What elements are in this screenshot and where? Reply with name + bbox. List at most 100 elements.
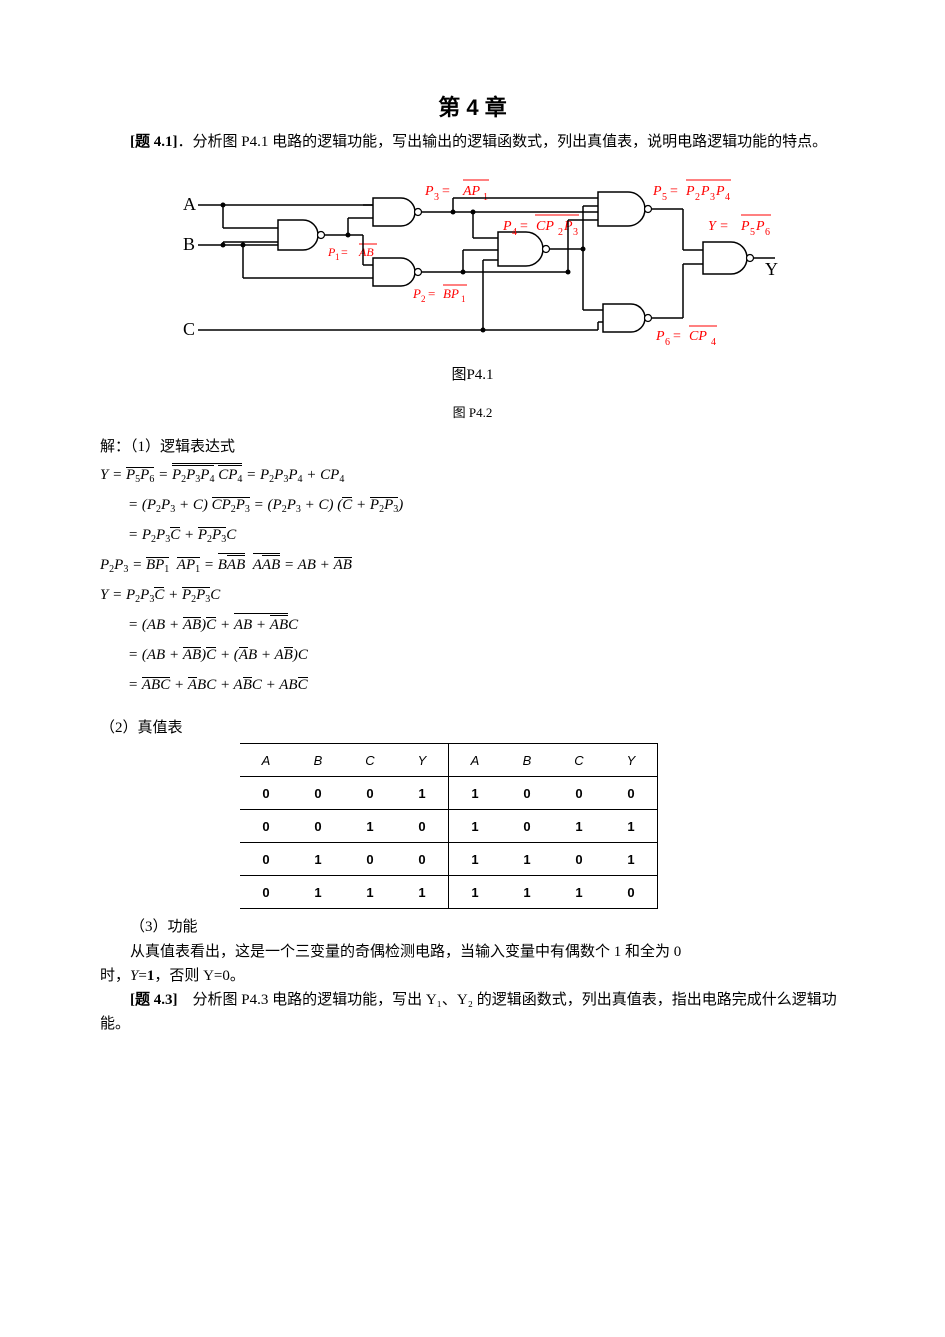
- problem-4-1-text: ．分析图 P4.1 电路的逻辑功能，写出输出的逻辑函数式，列出真值表，说明电路逻…: [178, 134, 828, 150]
- svg-text:B: B: [183, 234, 195, 254]
- svg-text:1: 1: [461, 294, 466, 304]
- svg-text:AB: AB: [358, 245, 374, 259]
- cell: 0: [501, 810, 553, 843]
- svg-text:3: 3: [573, 227, 578, 238]
- svg-text:6: 6: [765, 227, 770, 238]
- svg-text:P: P: [424, 184, 434, 199]
- svg-text:=: =: [673, 329, 681, 344]
- truth-header-row: A B C Y A B C Y: [240, 744, 658, 777]
- cell: 1: [553, 810, 605, 843]
- cell: 0: [292, 777, 344, 810]
- cell: 0: [240, 810, 292, 843]
- cell: 1: [344, 876, 396, 909]
- svg-text:2: 2: [558, 227, 563, 238]
- svg-text:Y: Y: [765, 259, 778, 279]
- svg-text:2: 2: [421, 294, 426, 304]
- table-row: 0 0 0 1 1 0 0 0: [240, 777, 658, 810]
- th-B2: B: [501, 744, 553, 777]
- figure-p4-1: A B C A B C: [100, 160, 845, 384]
- cell: 1: [553, 876, 605, 909]
- cell: 0: [605, 777, 658, 810]
- svg-text:6: 6: [665, 337, 670, 348]
- cell: 0: [553, 777, 605, 810]
- cell: 0: [292, 810, 344, 843]
- cell: 0: [240, 777, 292, 810]
- svg-text:C: C: [183, 319, 195, 339]
- th-Y2: Y: [605, 744, 658, 777]
- eqn-line-8: = ABC + ABC + ABC + ABC: [100, 670, 845, 700]
- cell: 0: [240, 843, 292, 876]
- cell: 1: [449, 876, 502, 909]
- svg-text:P: P: [502, 219, 512, 234]
- th-C2: C: [553, 744, 605, 777]
- problem-4-3-statement: [题 4.3] 分析图 P4.3 电路的逻辑功能，写出 Y₁、Y₂ 的逻辑函数式…: [100, 988, 845, 1036]
- circuit-diagram: A B C A B C: [163, 160, 783, 360]
- svg-text:P: P: [715, 184, 725, 199]
- svg-text:P: P: [655, 329, 665, 344]
- cell: 1: [292, 843, 344, 876]
- th-A2: A: [449, 744, 502, 777]
- svg-text:2: 2: [695, 192, 700, 203]
- cell: 1: [501, 843, 553, 876]
- cell: 0: [344, 843, 396, 876]
- conclusion-line-2: 时，Y=1，否则 Y=0。: [100, 964, 845, 988]
- svg-text:=: =: [442, 184, 450, 199]
- svg-text:4: 4: [512, 227, 517, 238]
- conclusion-line-1: 从真值表看出，这是一个三变量的奇偶检测电路，当输入变量中有偶数个 1 和全为 0: [100, 940, 845, 964]
- solution-heading-2: （2）真值表: [100, 716, 845, 737]
- truth-body: 0 0 0 1 1 0 0 0 0 0 1 0 1 0 1 1: [240, 777, 658, 909]
- cell: 1: [292, 876, 344, 909]
- svg-text:A: A: [183, 194, 196, 214]
- th-C1: C: [344, 744, 396, 777]
- table-row: 0 0 1 0 1 0 1 1: [240, 810, 658, 843]
- eqn-line-3: = P2P3C + P2P3C: [100, 520, 845, 550]
- problem-4-3-text: 分析图 P4.3 电路的逻辑功能，写出 Y₁、Y₂ 的逻辑函数式，列出真值表，指…: [100, 992, 837, 1032]
- svg-text:P: P: [685, 184, 695, 199]
- problem-4-1-statement: [题 4.1]．分析图 P4.1 电路的逻辑功能，写出输出的逻辑函数式，列出真值…: [100, 130, 845, 154]
- svg-text:5: 5: [750, 227, 755, 238]
- th-B1: B: [292, 744, 344, 777]
- svg-text:5: 5: [662, 192, 667, 203]
- problem-4-3-label: [题 4.3]: [130, 992, 178, 1008]
- svg-text:4: 4: [725, 192, 730, 203]
- truth-table-wrap: A B C Y A B C Y 0 0 0 1 1 0: [240, 743, 845, 909]
- svg-text:P: P: [412, 286, 421, 301]
- svg-text:4: 4: [711, 337, 716, 348]
- cell: 0: [605, 876, 658, 909]
- svg-text:AP: AP: [462, 184, 481, 199]
- solution-heading-1: 解：（1）逻辑表达式: [100, 435, 845, 456]
- cell: 0: [240, 876, 292, 909]
- svg-text:=: =: [428, 286, 435, 301]
- eqn-line-1: Y = P5P6 = P2P3P4 CP4 = P2P3P4 + CP4: [100, 460, 845, 490]
- svg-text:=: =: [520, 219, 528, 234]
- cell: 1: [396, 876, 449, 909]
- cell: 1: [449, 777, 502, 810]
- cell: 1: [344, 810, 396, 843]
- eqn-line-7: = (AB + AB)C + (AB + AB)C: [100, 640, 845, 670]
- eqn-line-4: P2P3 = BP1 AP1 = BAB AAB = AB + AB: [100, 550, 845, 580]
- table-row: 0 1 0 0 1 1 0 1: [240, 843, 658, 876]
- page: 第 4 章 [题 4.1]．分析图 P4.1 电路的逻辑功能，写出输出的逻辑函数…: [0, 0, 945, 1337]
- svg-text:1: 1: [335, 252, 340, 262]
- cell: 0: [501, 777, 553, 810]
- svg-text:=: =: [341, 245, 348, 259]
- problem-4-1-label: [题 4.1]: [130, 134, 178, 150]
- cell: 0: [553, 843, 605, 876]
- chapter-title: 第 4 章: [100, 90, 845, 122]
- svg-text:P: P: [700, 184, 710, 199]
- cell: 1: [605, 810, 658, 843]
- svg-text:BP: BP: [443, 286, 459, 301]
- table-row: 0 1 1 1 1 1 1 0: [240, 876, 658, 909]
- figure-caption-small: 图 P4.2: [100, 402, 845, 421]
- svg-text:P: P: [740, 219, 750, 234]
- cell: 1: [396, 777, 449, 810]
- eqn-line-5: Y = P2P3C + P2P3C: [100, 580, 845, 610]
- cell: 0: [344, 777, 396, 810]
- svg-text:=: =: [670, 184, 678, 199]
- cell: 0: [396, 843, 449, 876]
- cell: 0: [396, 810, 449, 843]
- svg-text:CP: CP: [689, 329, 707, 344]
- svg-text:CP: CP: [536, 219, 554, 234]
- cell: 1: [605, 843, 658, 876]
- cell: 1: [449, 810, 502, 843]
